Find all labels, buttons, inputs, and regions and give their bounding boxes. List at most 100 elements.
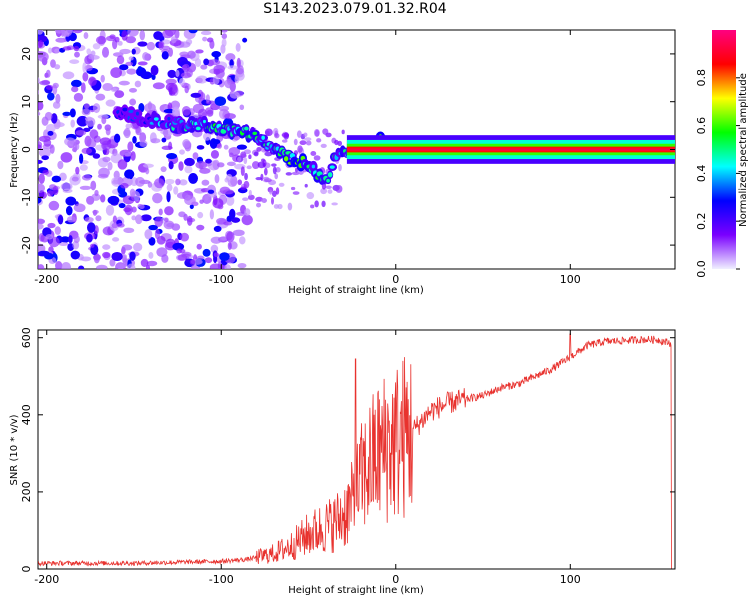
noise-blob: [102, 156, 111, 163]
noise-blob: [212, 159, 220, 170]
noise-blob: [179, 149, 185, 155]
noise-blob: [42, 169, 49, 175]
x-tick-label: -100: [209, 273, 234, 286]
noise-blob: [154, 228, 161, 240]
noise-blob: [45, 69, 51, 78]
noise-blob: [38, 77, 40, 84]
noise-blob: [213, 64, 225, 74]
noise-blob: [248, 189, 252, 196]
noise-blob: [129, 251, 136, 261]
noise-blob: [38, 218, 46, 225]
noise-blob: [263, 167, 268, 176]
noise-blob: [161, 45, 171, 51]
noise-blob: [175, 69, 180, 78]
noise-blob: [213, 194, 218, 206]
noise-blob: [54, 64, 61, 70]
noise-blob: [221, 33, 228, 40]
noise-blob: [242, 197, 249, 201]
noise-blob: [124, 204, 133, 216]
noise-blob: [152, 82, 165, 90]
noise-blob: [111, 251, 123, 262]
noise-blob: [109, 259, 116, 267]
noise-blob: [97, 123, 102, 130]
noise-blob: [119, 48, 131, 55]
noise-blob: [72, 30, 83, 34]
noise-blob: [154, 216, 163, 228]
noise-blob: [39, 80, 51, 86]
noise-blob: [48, 200, 60, 211]
noise-blob: [154, 178, 165, 189]
noise-blob: [176, 192, 189, 199]
ridge-core: [195, 126, 201, 131]
noise-blob: [58, 241, 69, 246]
noise-blob: [47, 190, 54, 197]
noise-blob: [82, 127, 91, 133]
noise-blob: [179, 78, 185, 86]
noise-blob: [241, 214, 253, 226]
noise-blob: [290, 186, 296, 191]
noise-blob: [82, 62, 87, 73]
noise-blob: [62, 71, 75, 80]
noise-blob: [260, 173, 264, 182]
noise-blob: [146, 41, 156, 51]
noise-blob: [107, 195, 120, 205]
noise-blob: [281, 139, 288, 143]
noise-blob: [158, 41, 165, 49]
noise-blob: [228, 146, 241, 156]
noise-blob: [186, 215, 193, 226]
noise-blob: [88, 77, 97, 86]
noise-blob: [184, 157, 195, 167]
noise-blob: [120, 182, 129, 189]
noise-blob: [221, 38, 227, 47]
noise-blob: [38, 39, 44, 48]
noise-blob: [133, 242, 143, 252]
noise-blob: [243, 180, 250, 189]
colorbar-label: Normalized spectral amplitude: [738, 73, 749, 227]
spectrogram-y-label: Frequency (Hz): [9, 112, 20, 188]
noise-blob: [117, 40, 123, 46]
y-tick-label: 400: [20, 404, 33, 425]
noise-blob: [47, 92, 55, 101]
noise-blob: [129, 188, 136, 198]
noise-blob: [111, 237, 120, 242]
noise-blob: [92, 153, 101, 159]
noise-blob: [244, 208, 251, 216]
noise-blob: [70, 79, 82, 88]
noise-blob: [44, 111, 53, 121]
noise-blob: [168, 47, 173, 57]
ridge-core: [244, 126, 249, 131]
noise-blob: [43, 138, 52, 147]
noise-blob: [331, 202, 338, 206]
ridge-core: [220, 128, 227, 134]
noise-blob: [113, 133, 121, 143]
noise-blob: [237, 179, 243, 186]
noise-blob: [150, 65, 159, 76]
x-tick-label: 0: [392, 273, 399, 286]
noise-blob: [255, 177, 262, 181]
noise-blob: [274, 132, 280, 139]
noise-blob: [223, 221, 233, 226]
noise-blob: [140, 71, 153, 80]
noise-blob: [86, 233, 93, 243]
noise-blob: [94, 189, 99, 197]
noise-blob: [90, 180, 97, 191]
noise-blob: [53, 122, 65, 128]
noise-blob: [29, 43, 36, 47]
noise-blob: [66, 216, 76, 223]
noise-blob: [121, 30, 128, 41]
noise-blob: [263, 176, 270, 181]
noise-blob: [61, 262, 72, 269]
noise-blob: [261, 198, 265, 203]
noise-blob: [150, 138, 161, 144]
x-tick-label: -200: [34, 273, 59, 286]
noise-blob: [117, 223, 125, 228]
noise-blob: [239, 104, 245, 111]
noise-blob: [145, 167, 150, 175]
noise-blob: [119, 64, 129, 71]
noise-blob: [142, 52, 149, 61]
noise-blob: [174, 30, 180, 39]
noise-blob: [55, 261, 63, 269]
noise-blob: [125, 61, 134, 66]
noise-blob: [205, 158, 212, 164]
noise-blob: [213, 225, 222, 233]
